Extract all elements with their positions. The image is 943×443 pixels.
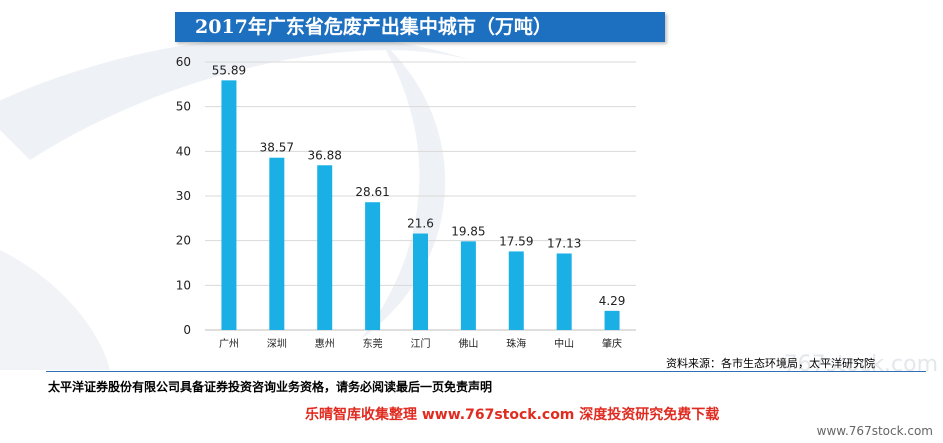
x-tick-label: 肇庆 (602, 337, 622, 350)
data-label: 17.59 (499, 234, 533, 248)
x-tick-label: 东莞 (363, 337, 383, 350)
footer-divider (46, 371, 926, 372)
x-tick-label: 中山 (554, 337, 574, 350)
bar (460, 241, 476, 330)
watermark: 767stock.com (783, 352, 938, 377)
disclaimer-text: 太平洋证券股份有限公司具备证券投资咨询业务资格，请务必阅读最后一页免责声明 (48, 380, 493, 394)
source-note: 资料来源：各市生态环境局，太平洋研究院 (666, 357, 875, 370)
data-label: 28.61 (355, 185, 389, 199)
data-label: 55.89 (212, 63, 246, 77)
y-tick-label: 30 (176, 189, 191, 203)
bar (221, 80, 237, 330)
x-tick-label: 佛山 (458, 337, 478, 350)
data-label: 36.88 (308, 148, 342, 162)
bar (269, 157, 285, 330)
y-tick-label: 0 (183, 323, 191, 337)
bar (508, 251, 524, 330)
data-label: 19.85 (451, 224, 485, 238)
site-mark[interactable]: www.767stock.com (816, 424, 933, 438)
x-tick-label: 广州 (219, 338, 239, 350)
y-tick-label: 20 (176, 234, 191, 248)
bar (317, 165, 333, 330)
x-tick-label: 江门 (411, 337, 431, 350)
y-tick-label: 10 (176, 278, 191, 292)
data-label: 38.57 (260, 141, 294, 155)
x-tick-label: 惠州 (315, 337, 335, 350)
x-tick-label: 深圳 (267, 338, 287, 350)
y-tick-label: 50 (176, 100, 191, 114)
y-tick-label: 40 (176, 144, 191, 158)
x-tick-label: 珠海 (506, 337, 526, 350)
data-label: 4.29 (599, 294, 626, 308)
y-tick-label: 60 (176, 55, 191, 69)
chart-title: 2017年广东省危废产出集中城市（万吨） (175, 12, 665, 42)
bar (365, 202, 381, 330)
bar (556, 253, 572, 330)
data-label: 21.6 (407, 217, 434, 231)
footer-tag[interactable]: 乐晴智库收集整理 www.767stock.com 深度投资研究免费下载 (305, 407, 720, 423)
bar (604, 310, 620, 330)
data-label: 17.13 (547, 236, 581, 250)
bar (413, 233, 428, 330)
